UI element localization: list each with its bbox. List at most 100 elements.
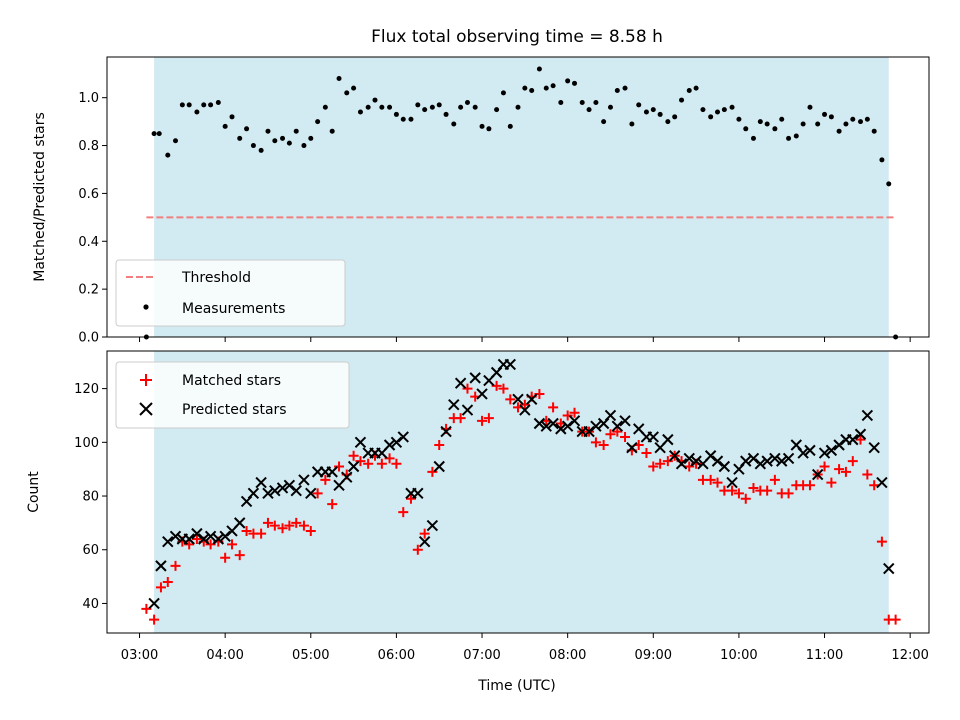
- matched-star-point: [834, 464, 845, 475]
- measurement-point: [280, 135, 286, 141]
- matched-star-point: [620, 431, 631, 442]
- matched-star-point: [605, 429, 616, 440]
- matched-star-point: [662, 456, 673, 467]
- matched-star-point: [391, 458, 402, 469]
- predicted-star-point: [276, 482, 289, 494]
- matched-star-point: [804, 480, 815, 491]
- predicted-star-point: [883, 562, 895, 575]
- measurement-point: [400, 116, 406, 122]
- matched-star-point: [312, 488, 323, 499]
- predicted-star-point: [440, 425, 452, 438]
- matched-star-point: [220, 552, 231, 563]
- x-tick-label: 11:00: [806, 648, 843, 663]
- predicted-star-point: [155, 560, 167, 572]
- predicted-star-point: [390, 436, 403, 449]
- measurement-point: [215, 99, 221, 105]
- x-tick-label: 08:00: [549, 648, 586, 663]
- measurement-point: [194, 109, 200, 115]
- x-tick-label: 04:00: [206, 648, 243, 663]
- top-y-tick-label: 0.8: [78, 139, 99, 154]
- measurement-point: [272, 138, 278, 144]
- matched-star-point: [655, 458, 666, 469]
- predicted-star-point: [604, 409, 617, 422]
- legend-predicted-marker: [139, 402, 153, 416]
- predicted-star-point: [561, 420, 574, 432]
- legend-threshold-label: Threshold: [181, 270, 251, 286]
- matched-star-point: [740, 493, 751, 504]
- predicted-star-point: [341, 471, 353, 483]
- bottom-y-tick-label: 40: [82, 597, 99, 612]
- legend-matched-marker: [140, 374, 152, 386]
- matched-star-point: [419, 528, 430, 539]
- measurement-point: [351, 85, 357, 91]
- matched-star-point: [298, 520, 309, 531]
- measurement-point: [308, 135, 314, 141]
- matched-star-point: [327, 499, 338, 510]
- measurement-point: [436, 102, 442, 108]
- predicted-star-point: [547, 417, 559, 430]
- predicted-star-point: [754, 458, 767, 470]
- matched-star-point: [462, 383, 473, 394]
- measurement-point: [494, 107, 500, 113]
- matched-star-point: [376, 458, 387, 469]
- measurement-point: [779, 116, 785, 122]
- measurement-point: [244, 126, 250, 132]
- predicted-star-point: [469, 372, 481, 384]
- matched-star-point: [548, 402, 559, 413]
- predicted-star-point: [504, 358, 517, 371]
- predicted-star-point: [305, 487, 317, 500]
- bottom-y-axis: 40 60 80 100 120: [74, 382, 107, 612]
- measurement-point: [208, 102, 214, 108]
- measurement-point: [344, 90, 350, 96]
- measurement-point: [601, 119, 607, 125]
- predicted-star-point: [397, 431, 409, 443]
- predicted-star-point: [269, 484, 281, 497]
- predicted-star-point: [255, 476, 267, 489]
- measurement-point: [622, 85, 628, 91]
- measurement-point: [429, 104, 435, 110]
- measurement-point: [151, 131, 157, 137]
- matched-star-point: [434, 440, 445, 450]
- predicted-star-point: [718, 460, 731, 473]
- matched-star-point: [412, 544, 423, 555]
- predicted-star-point: [412, 487, 424, 500]
- matched-stars-points: [141, 380, 901, 625]
- predicted-star-point: [583, 425, 595, 438]
- measurement-point: [315, 119, 321, 125]
- measurement-point: [464, 99, 470, 105]
- measurement-point: [886, 181, 892, 187]
- matched-star-point: [684, 461, 695, 472]
- measurement-point: [693, 85, 699, 91]
- predicted-star-point: [769, 452, 781, 465]
- top-y-axis-label: Matched/Predicted stars: [32, 112, 48, 282]
- predicted-star-point: [525, 393, 538, 406]
- measurement-point: [550, 83, 556, 89]
- measurement-point: [536, 66, 542, 72]
- legend-predicted-label: Predicted stars: [182, 402, 287, 418]
- predicted-star-point: [290, 484, 302, 497]
- matched-star-point: [334, 461, 345, 472]
- predicted-star-point: [740, 455, 752, 467]
- matched-star-point: [155, 582, 166, 593]
- top-y-axis: 0.0 0.2 0.4 0.6 0.8 1.0: [78, 91, 107, 346]
- measurement-point: [322, 104, 328, 110]
- measurement-point: [715, 109, 721, 115]
- measurement-point: [657, 111, 663, 117]
- top-legend-box: [115, 259, 346, 327]
- matched-star-point: [149, 614, 160, 625]
- matched-star-point: [890, 614, 901, 625]
- predicted-star-point: [782, 452, 795, 465]
- top-y-tick-label: 0.0: [78, 331, 99, 346]
- measurement-point: [250, 143, 256, 149]
- measurement-point: [156, 131, 162, 137]
- measurement-point: [357, 109, 363, 115]
- legend-measurements-label: Measurements: [182, 301, 285, 317]
- measurement-point: [786, 135, 792, 141]
- predicted-star-point: [804, 444, 816, 457]
- measurement-point: [415, 102, 421, 108]
- predicted-star-point: [647, 431, 659, 443]
- measurement-point: [565, 78, 571, 84]
- measurement-point: [507, 123, 513, 129]
- top-y-tick-label: 1.0: [78, 91, 99, 106]
- matched-star-point: [876, 536, 887, 547]
